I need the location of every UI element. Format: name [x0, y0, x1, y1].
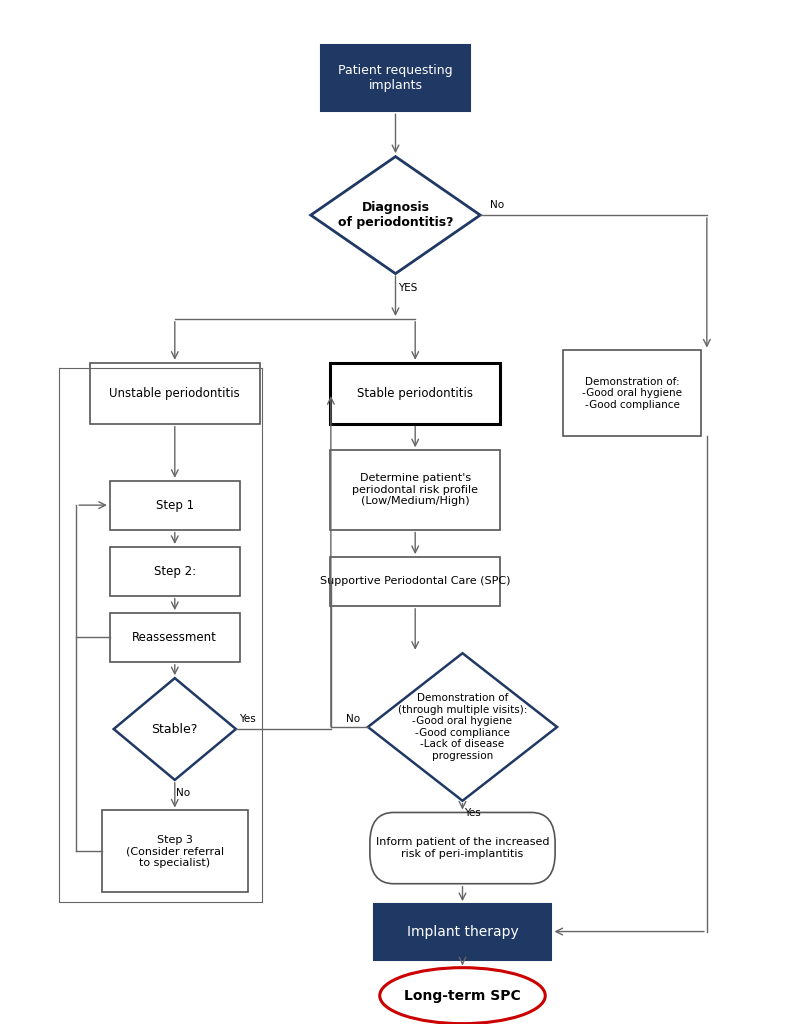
FancyBboxPatch shape	[102, 810, 248, 892]
Text: Reassessment: Reassessment	[132, 631, 218, 644]
FancyBboxPatch shape	[320, 45, 471, 111]
Text: Unstable periodontitis: Unstable periodontitis	[109, 387, 240, 399]
Text: Stable periodontitis: Stable periodontitis	[358, 387, 473, 399]
Polygon shape	[368, 653, 557, 801]
Text: Demonstration of:
-Good oral hygiene
-Good compliance: Demonstration of: -Good oral hygiene -Go…	[582, 377, 682, 410]
FancyBboxPatch shape	[331, 451, 500, 529]
Text: Supportive Periodontal Care (SPC): Supportive Periodontal Care (SPC)	[320, 577, 510, 587]
Text: Determine patient's
periodontal risk profile
(Low/Medium/High): Determine patient's periodontal risk pro…	[352, 473, 479, 507]
FancyBboxPatch shape	[370, 812, 555, 884]
Text: Step 2:: Step 2:	[153, 565, 196, 578]
Text: Demonstration of
(through multiple visits):
-Good oral hygiene
-Good compliance
: Demonstration of (through multiple visit…	[398, 693, 527, 761]
Text: No: No	[490, 200, 504, 210]
Ellipse shape	[380, 968, 545, 1024]
FancyBboxPatch shape	[374, 903, 551, 959]
FancyBboxPatch shape	[110, 480, 240, 529]
FancyBboxPatch shape	[563, 350, 701, 436]
FancyBboxPatch shape	[110, 547, 240, 596]
Text: No: No	[176, 788, 191, 798]
Text: YES: YES	[398, 284, 417, 293]
Text: Yes: Yes	[240, 714, 256, 724]
FancyBboxPatch shape	[331, 362, 500, 424]
Text: Diagnosis
of periodontitis?: Diagnosis of periodontitis?	[338, 201, 453, 229]
Text: Step 1: Step 1	[156, 499, 194, 512]
Polygon shape	[311, 157, 480, 273]
Polygon shape	[114, 678, 236, 780]
Text: Yes: Yes	[464, 808, 481, 818]
Text: Patient requesting
implants: Patient requesting implants	[339, 63, 452, 92]
Text: Step 3
(Consider referral
to specialist): Step 3 (Consider referral to specialist)	[126, 835, 224, 867]
Text: No: No	[346, 714, 360, 724]
Text: Inform patient of the increased
risk of peri-implantitis: Inform patient of the increased risk of …	[376, 838, 549, 859]
FancyBboxPatch shape	[90, 362, 259, 424]
Text: Implant therapy: Implant therapy	[407, 925, 518, 939]
FancyBboxPatch shape	[331, 557, 500, 606]
Text: Stable?: Stable?	[152, 723, 198, 735]
Text: Long-term SPC: Long-term SPC	[404, 988, 521, 1002]
FancyBboxPatch shape	[110, 613, 240, 662]
